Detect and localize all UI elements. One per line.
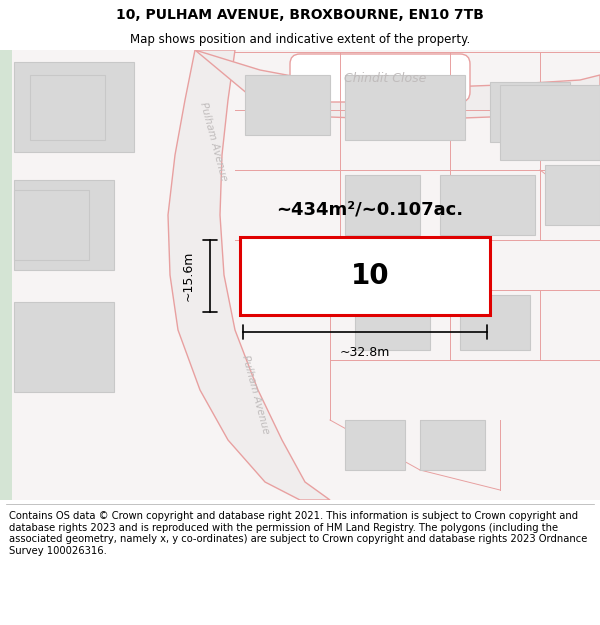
Text: ~15.6m: ~15.6m bbox=[182, 251, 194, 301]
Bar bbox=[355, 295, 430, 350]
Bar bbox=[345, 175, 420, 235]
Bar bbox=[14, 180, 114, 270]
Bar bbox=[245, 75, 330, 135]
Text: Contains OS data © Crown copyright and database right 2021. This information is : Contains OS data © Crown copyright and d… bbox=[9, 511, 587, 556]
Polygon shape bbox=[168, 50, 330, 500]
Bar bbox=[14, 62, 134, 152]
Bar bbox=[0, 50, 12, 500]
Bar bbox=[345, 75, 465, 140]
Bar bbox=[545, 165, 600, 225]
Text: Pulham Avenue: Pulham Avenue bbox=[239, 354, 271, 436]
Polygon shape bbox=[195, 50, 600, 120]
Bar bbox=[420, 420, 485, 470]
Text: Chindit Close: Chindit Close bbox=[344, 71, 426, 84]
Text: Pulham Avenue: Pulham Avenue bbox=[197, 101, 229, 182]
Bar bbox=[240, 237, 490, 315]
Bar bbox=[460, 295, 530, 350]
Text: 10: 10 bbox=[350, 262, 389, 290]
Bar bbox=[14, 302, 114, 392]
Text: Map shows position and indicative extent of the property.: Map shows position and indicative extent… bbox=[130, 32, 470, 46]
Bar bbox=[345, 420, 405, 470]
Text: ~434m²/~0.107ac.: ~434m²/~0.107ac. bbox=[277, 201, 464, 219]
Text: 10, PULHAM AVENUE, BROXBOURNE, EN10 7TB: 10, PULHAM AVENUE, BROXBOURNE, EN10 7TB bbox=[116, 8, 484, 22]
FancyBboxPatch shape bbox=[290, 54, 470, 102]
Bar bbox=[258, 245, 333, 300]
Bar bbox=[440, 175, 535, 235]
Bar bbox=[14, 190, 89, 260]
Bar bbox=[500, 85, 600, 160]
Text: ~32.8m: ~32.8m bbox=[340, 346, 390, 359]
Bar bbox=[30, 75, 105, 140]
Bar bbox=[490, 82, 570, 142]
